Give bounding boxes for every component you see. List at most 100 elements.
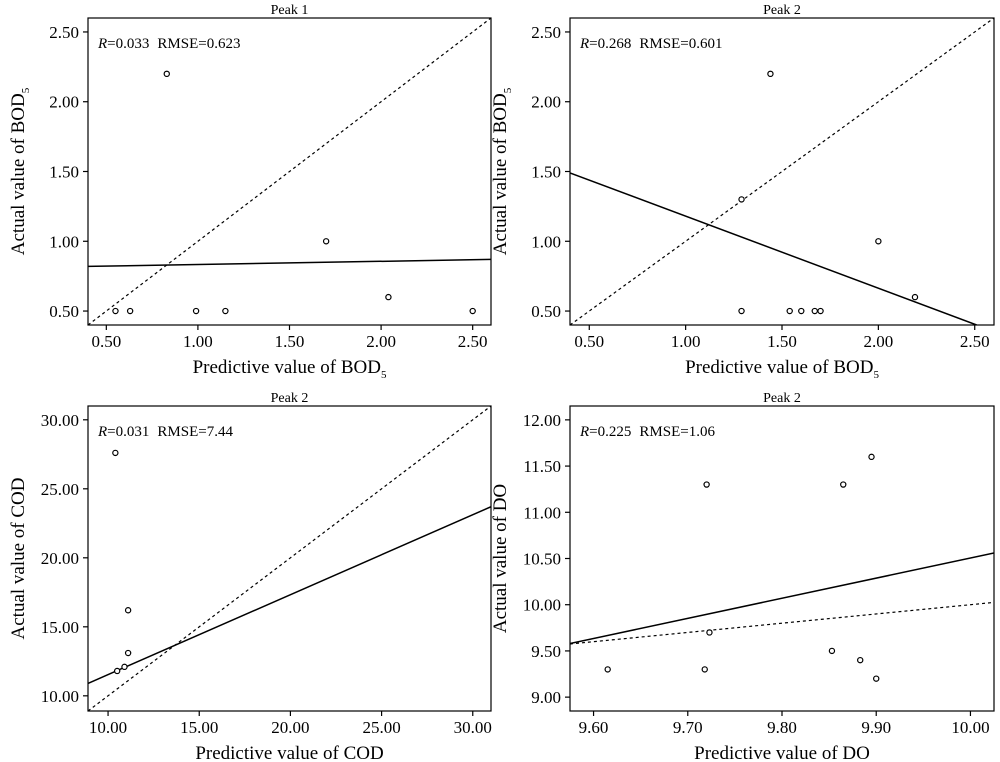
identity-line	[88, 406, 491, 711]
y-tick-label: 30.00	[41, 411, 79, 430]
data-point	[121, 663, 128, 671]
data-point	[911, 293, 919, 301]
data-point	[385, 293, 392, 301]
stats-annotation: R=0.031 RMSE=7.44	[97, 424, 233, 440]
data-point	[701, 666, 708, 673]
y-tick-label: 2.50	[531, 23, 561, 42]
x-tick-label: 25.00	[362, 718, 400, 737]
x-tick-label: 9.60	[579, 718, 609, 737]
x-tick-label: 2.50	[960, 332, 990, 351]
data-point	[126, 307, 134, 315]
data-point	[786, 307, 793, 315]
stats-annotation: R=0.033 RMSE=0.623	[97, 36, 240, 52]
chart-panel-4: Peak 2 9.60 9.70 9.80 9.90 10.00 9.00 9.50 10.00…	[490, 391, 995, 762]
y-axis-label: Actual value of COD	[8, 478, 29, 640]
y-tick-label: 11.00	[523, 503, 561, 522]
x-tick-label: 1.50	[275, 332, 305, 351]
chart-title: Peak 2	[271, 391, 309, 406]
x-axis-label: Predictive value of BOD5	[685, 357, 879, 381]
x-tick-label: 2.00	[366, 332, 396, 351]
x-tick-label: 1.50	[767, 332, 797, 351]
data-point	[469, 307, 476, 315]
data-point	[767, 70, 774, 78]
chart-panel-3: Peak 2 10.00 15.00 20.00 25.00 30.00 10.00 15.0…	[8, 391, 492, 762]
y-tick-label: 10.00	[41, 687, 79, 706]
y-tick-label: 1.00	[531, 232, 561, 251]
x-tick-label: 1.00	[671, 332, 701, 351]
y-tick-label: 20.00	[41, 549, 79, 568]
stats-annotation: R=0.268 RMSE=0.601	[579, 36, 722, 52]
y-tick-label: 2.00	[49, 93, 79, 112]
identity-line	[570, 18, 994, 325]
x-axis-label: Predictive value of BOD5	[193, 357, 387, 381]
y-tick-label: 2.50	[49, 23, 79, 42]
data-point	[706, 629, 713, 636]
chart-panel-2: Peak 2 0.50 1.00 1.50 2.00 2.50 0.50 1.00 1.50 2.…	[490, 3, 995, 381]
data-point	[222, 307, 229, 315]
x-tick-label: 9.90	[861, 718, 891, 737]
data-point	[873, 675, 880, 682]
x-tick-label: 10.00	[89, 718, 127, 737]
fit-line	[88, 506, 491, 685]
data-point	[798, 307, 805, 315]
y-tick-label: 1.50	[531, 163, 561, 182]
data-point	[840, 481, 847, 488]
x-tick-label: 15.00	[180, 718, 218, 737]
data-point	[857, 656, 864, 664]
x-tick-label: 0.50	[91, 332, 121, 351]
identity-line	[570, 601, 994, 645]
data-point	[817, 307, 824, 315]
plot-frame	[569, 405, 995, 712]
y-axis-label: Actual value of DO	[490, 484, 511, 633]
data-point	[112, 449, 119, 457]
stats-annotation: R=0.225 RMSE=1.06	[579, 424, 715, 440]
data-point	[875, 238, 882, 245]
y-tick-label: 1.00	[49, 232, 79, 251]
data-point	[112, 307, 119, 315]
x-axis-label: Predictive value of DO	[694, 743, 870, 762]
fit-line	[88, 258, 491, 268]
x-axis-label: Predictive value of COD	[195, 743, 383, 762]
chart-panel-1: Peak 1 0.50 1.00 1.50 2.00 2.50 0.50 1.00 1.50 2.…	[8, 3, 492, 381]
y-tick-label: 10.50	[523, 550, 561, 569]
x-tick-label: 9.70	[673, 718, 703, 737]
identity-line	[88, 18, 491, 325]
y-axis-label: Actual value of BOD5	[8, 87, 32, 255]
chart-title: Peak 2	[763, 391, 801, 406]
data-point	[868, 453, 875, 461]
data-point	[124, 649, 132, 657]
data-point	[828, 647, 836, 655]
plot-frame	[87, 405, 492, 712]
y-tick-label: 10.00	[523, 596, 561, 615]
data-point	[163, 70, 170, 78]
y-tick-label: 25.00	[41, 480, 79, 499]
data-point	[124, 607, 132, 614]
fit-line	[570, 172, 977, 325]
x-tick-label: 2.50	[458, 332, 488, 351]
y-tick-label: 15.00	[41, 618, 79, 637]
data-point	[738, 196, 745, 203]
x-tick-label: 20.00	[271, 718, 309, 737]
y-tick-label: 9.00	[531, 688, 561, 707]
y-tick-label: 0.50	[49, 302, 79, 321]
y-tick-label: 2.00	[531, 93, 561, 112]
x-tick-label: 10.00	[951, 718, 989, 737]
y-tick-label: 1.50	[49, 163, 79, 182]
data-point	[192, 307, 200, 315]
x-tick-label: 0.50	[574, 332, 604, 351]
x-tick-label: 30.00	[454, 718, 492, 737]
chart-title: Peak 1	[271, 3, 309, 18]
y-tick-label: 9.50	[531, 642, 561, 661]
x-tick-label: 2.00	[863, 332, 893, 351]
data-point	[738, 307, 745, 315]
data-point	[811, 307, 818, 315]
x-tick-label: 1.00	[183, 332, 213, 351]
data-point	[322, 238, 330, 245]
y-axis-label: Actual value of BOD5	[490, 87, 514, 255]
y-tick-label: 11.50	[523, 457, 561, 476]
fit-line	[570, 552, 994, 645]
y-tick-label: 12.00	[523, 411, 561, 430]
chart-title: Peak 2	[763, 3, 801, 18]
x-tick-label: 9.80	[767, 718, 797, 737]
